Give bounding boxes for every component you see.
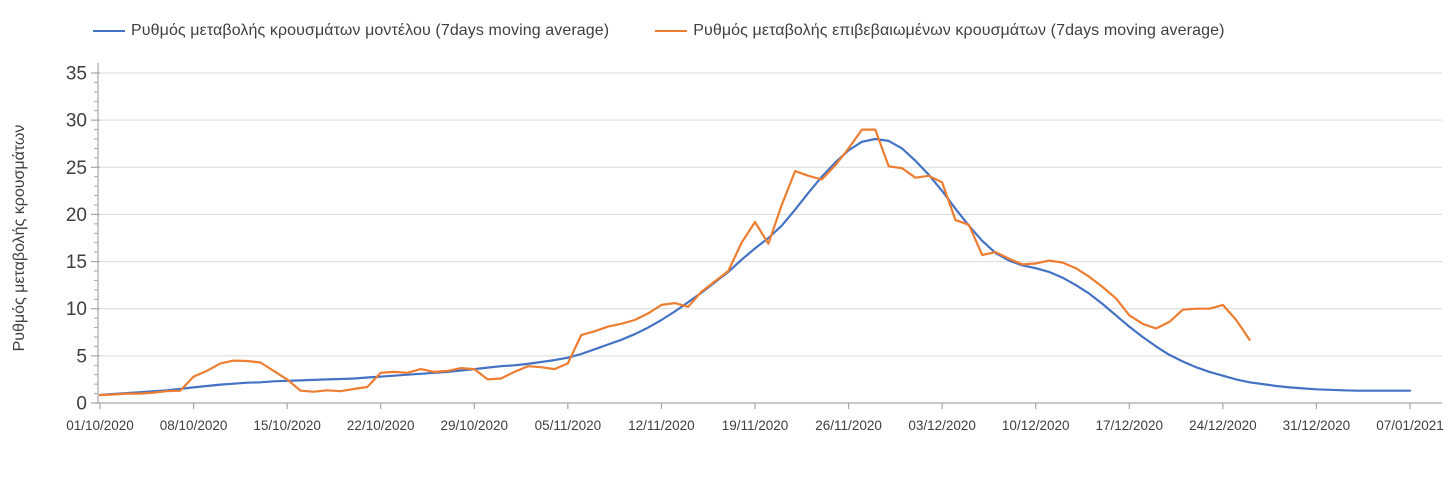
x-tick-label: 22/10/2020	[347, 418, 415, 433]
y-tick-label: 0	[76, 394, 87, 415]
x-tick-label: 17/12/2020	[1095, 418, 1163, 433]
y-axis-title: Ρυθμός μεταβολής κρουσμάτων	[11, 125, 28, 352]
x-tick-label: 07/01/2021	[1376, 418, 1444, 433]
x-tick-label: 31/12/2020	[1283, 418, 1351, 433]
series-line-confirmed	[98, 128, 1251, 397]
x-tick-label: 24/12/2020	[1189, 418, 1257, 433]
y-tick-label: 10	[66, 299, 87, 320]
x-tick-label: 05/11/2020	[535, 418, 602, 433]
y-tick-label: 15	[66, 252, 87, 273]
y-tick-label: 35	[66, 64, 87, 85]
y-tick-label: 20	[66, 205, 87, 226]
legend-item-model: Ρυθμός μεταβολής κρουσμάτων μοντέλου (7d…	[93, 22, 609, 40]
y-tick-label: 25	[66, 158, 87, 179]
legend: Ρυθμός μεταβολής κρουσμάτων μοντέλου (7d…	[93, 22, 1225, 40]
x-tick-label: 15/10/2020	[253, 418, 321, 433]
x-tick-label: 01/10/2020	[66, 418, 134, 433]
plot-generated: 0 5 10 15 20 25 30 35 01/10/2020 08/10/2020 15/10/…	[66, 63, 1444, 433]
x-tick-label: 12/11/2020	[628, 418, 695, 433]
series-line-model	[98, 137, 1412, 397]
y-tick-label: 30	[66, 111, 87, 132]
legend-label-model: Ρυθμός μεταβολής κρουσμάτων μοντέλου (7d…	[131, 22, 610, 39]
x-tick-label: 08/10/2020	[160, 418, 228, 433]
x-tick-label: 10/12/2020	[1002, 418, 1070, 433]
x-tick-label: 19/11/2020	[722, 418, 789, 433]
legend-line-model-icon	[93, 30, 125, 32]
y-tick-label: 5	[76, 346, 87, 367]
legend-line-confirmed-icon	[655, 30, 688, 32]
x-tick-label: 03/12/2020	[908, 418, 976, 433]
legend-label-confirmed: Ρυθμός μεταβολής επιβεβαιωμένων κρουσμάτ…	[693, 22, 1225, 39]
legend-item-confirmed: Ρυθμός μεταβολής επιβεβαιωμένων κρουσμάτ…	[655, 22, 1224, 40]
x-tick-label: 29/10/2020	[440, 418, 508, 433]
x-tick-label: 26/11/2020	[815, 418, 882, 433]
